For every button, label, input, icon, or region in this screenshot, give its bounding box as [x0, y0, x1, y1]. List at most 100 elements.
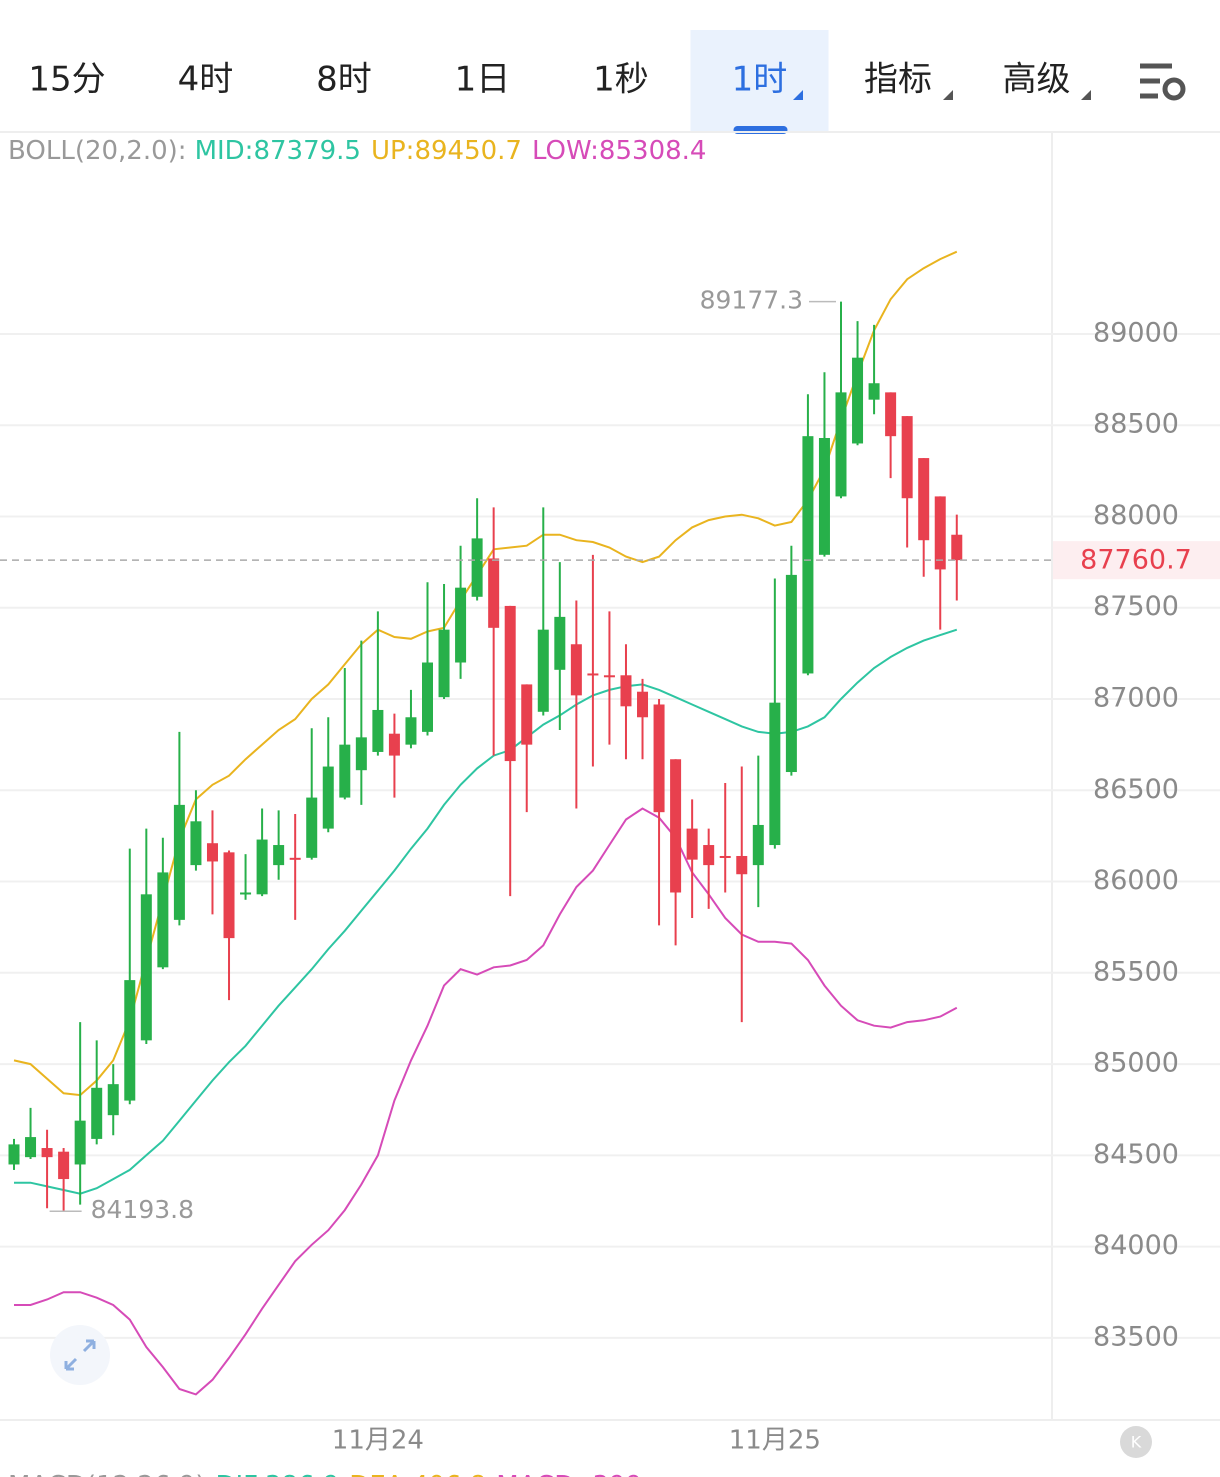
dropdown-arrow — [943, 90, 953, 100]
x-tick-label: 11月25 — [729, 1426, 821, 1456]
y-tick-label: 87500 — [1093, 591, 1179, 622]
candle-body — [339, 744, 351, 798]
candle-body — [521, 684, 533, 745]
candle-body — [570, 644, 582, 696]
y-tick-label: 84000 — [1093, 1230, 1179, 1261]
candle-body — [653, 704, 665, 813]
candle-body — [901, 416, 913, 499]
candle-body — [670, 759, 682, 893]
tab[interactable]: 1时 — [732, 60, 788, 100]
candle-body — [58, 1151, 70, 1180]
candle-body — [372, 709, 384, 752]
candle-body — [868, 383, 880, 400]
plot: 83500 84000 84500 85000 85500 86000 86500 87000… — [0, 250, 1220, 1456]
macd-entry: DIF:386.9 — [215, 1471, 339, 1477]
candle-body — [818, 437, 830, 555]
candle-body — [835, 392, 847, 497]
tab[interactable]: 高级 — [1003, 60, 1071, 100]
y-tick-label: 88500 — [1093, 409, 1179, 440]
expand-button[interactable] — [50, 1325, 110, 1385]
band-line — [14, 628, 958, 1195]
band-line — [13, 250, 958, 1097]
candle-body — [289, 857, 301, 860]
tab[interactable]: 1秒 — [593, 60, 649, 100]
macd-entry: DEA:406.8 — [349, 1471, 486, 1477]
settings-icon[interactable] — [1140, 63, 1186, 101]
y-tick-label: 86000 — [1093, 865, 1179, 896]
high-annotation: 89177.3 — [700, 286, 803, 315]
candle-body — [537, 629, 549, 712]
y-tick-label: 88000 — [1093, 500, 1179, 531]
candle-body — [306, 797, 318, 858]
tab-bar: 15分 4时 8时 1日 1秒 1时 指标 高级 — [28, 30, 1071, 134]
last-price-box — [1053, 541, 1220, 580]
candle-body — [951, 534, 963, 561]
candle-body — [91, 1087, 103, 1139]
candle-body — [388, 733, 400, 756]
y-tick-label: 84500 — [1093, 1139, 1179, 1170]
dropdown-arrow — [1081, 90, 1091, 100]
legend-entry: MID:87379.5 — [195, 136, 361, 166]
candle-body — [25, 1137, 37, 1158]
candle-body — [918, 458, 930, 541]
last-price-label: 87760.7 — [1080, 545, 1192, 576]
tab[interactable]: 8时 — [316, 60, 372, 100]
tab[interactable]: 15分 — [28, 60, 105, 100]
candle-body — [355, 737, 367, 771]
candle-body — [554, 616, 566, 670]
y-tick-label: 85500 — [1093, 956, 1179, 987]
expand-icon — [64, 1339, 96, 1371]
low-annotation: 84193.8 — [91, 1195, 194, 1224]
candle-body — [124, 980, 136, 1101]
scroll-button[interactable] — [1120, 1426, 1152, 1458]
candle-body — [852, 357, 864, 444]
candle-body — [223, 852, 235, 939]
tab[interactable]: 4时 — [178, 60, 234, 100]
y-tick-label: 86500 — [1093, 774, 1179, 805]
candle-body — [273, 845, 285, 866]
active-tab-bg — [690, 30, 829, 132]
candle-body — [934, 496, 946, 570]
macd-entry: MACD:-399 — [496, 1471, 642, 1477]
candle-body — [455, 587, 467, 663]
candle-body — [603, 675, 615, 678]
candle-body — [703, 845, 715, 866]
candle-body — [206, 843, 218, 862]
candle-body — [256, 839, 268, 895]
candle-body — [620, 675, 632, 707]
y-tick-label: 83500 — [1093, 1321, 1179, 1352]
indicator-legend: BOLL(20,2.0): MID:87379.5 UP:89450.7 LOW:85… — [8, 136, 706, 166]
candle-body — [686, 828, 698, 860]
candle-body — [587, 673, 599, 676]
candle-body — [422, 662, 433, 732]
x-tick-label: 11月24 — [332, 1426, 424, 1456]
candle-body — [157, 872, 169, 968]
indicator-name: BOLL(20,2.0): — [8, 136, 187, 166]
band-line — [14, 807, 958, 1396]
candle-body — [405, 717, 417, 745]
y-tick-label: 89000 — [1093, 317, 1179, 348]
y-tick-label: 87000 — [1093, 683, 1179, 714]
candle-body — [107, 1084, 119, 1116]
macd-entry: MACD(12,26,9) — [8, 1471, 205, 1477]
candle-body — [785, 574, 797, 773]
candle-body — [190, 821, 202, 866]
tab[interactable]: 指标 — [864, 60, 932, 100]
tab[interactable]: 1日 — [455, 60, 511, 100]
candle-body — [41, 1148, 53, 1158]
candle-body — [752, 824, 764, 866]
candle-body — [637, 691, 649, 718]
legend-entry: UP:89450.7 — [371, 136, 522, 166]
candle-body — [322, 766, 334, 829]
candle-body — [8, 1144, 20, 1165]
candle-body — [240, 892, 252, 895]
candle-body — [173, 804, 185, 920]
macd-legend: MACD(12,26,9) DIF:386.9 DEA:406.8 MACD:-399 — [8, 1471, 642, 1477]
candle-body — [736, 855, 748, 875]
legend-entry: LOW:85308.4 — [532, 136, 706, 166]
candle-body — [438, 629, 450, 698]
candle-body — [488, 558, 500, 628]
candle-body — [719, 855, 731, 858]
candle-body — [885, 392, 897, 437]
